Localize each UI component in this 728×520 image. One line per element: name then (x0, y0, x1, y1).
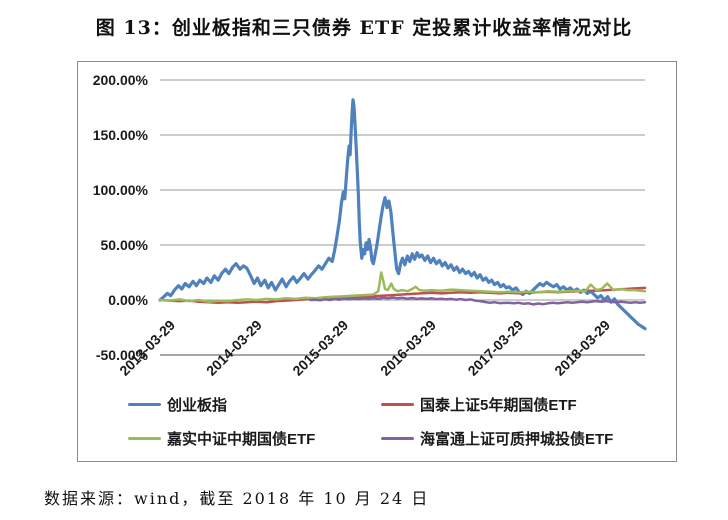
legend-label: 创业板指 (167, 397, 228, 414)
legend-item-jiashi-treasury-etf: 嘉实中证中期国债ETF (128, 428, 315, 449)
x-axis-tick-label: 2014-03-29 (203, 317, 265, 379)
series-line-3 (309, 296, 647, 306)
y-axis-tick-label: 100.00% (93, 182, 149, 198)
legend-item-chinext-index: 创业板指 (128, 394, 227, 415)
legend-item-haifutong-bond-etf: 海富通上证可质押城投债ETF (381, 428, 613, 449)
y-axis-tick-label: -50.00% (96, 347, 149, 363)
data-source-note: 数据来源：wind，截至 2018 年 10 月 24 日 (44, 489, 430, 508)
legend-line-swatch-purple (381, 436, 414, 441)
y-axis-tick-label: 200.00% (93, 72, 149, 88)
line-chart: 200.00% 150.00% 100.00% 50.00% 0.00% -50.00% 2… (93, 72, 647, 379)
series-line-2 (158, 271, 647, 303)
legend-label: 国泰上证5年期国债ETF (420, 397, 577, 414)
x-axis-tick-label: 2015-03-29 (289, 317, 351, 379)
y-axis-tick-label: 150.00% (93, 127, 149, 143)
legend-line-swatch-red (381, 402, 414, 407)
legend-line-swatch-green (128, 436, 161, 441)
series-line-0 (158, 98, 647, 331)
x-axis-tick-label: 2017-03-29 (464, 317, 526, 379)
legend-label: 海富通上证可质押城投债ETF (420, 431, 614, 448)
legend-item-guotai-treasury-etf: 国泰上证5年期国债ETF (381, 394, 577, 415)
figure-title: 图 13：创业板指和三只债券 ETF 定投累计收益率情况对比 (95, 17, 633, 39)
y-axis-tick-label: 0.00% (108, 292, 148, 308)
x-axis-tick-label: 2018-03-29 (551, 317, 613, 379)
chart-frame: 200.00% 150.00% 100.00% 50.00% 0.00% -50.00% 2… (77, 61, 677, 462)
legend-line-swatch-blue (128, 402, 161, 407)
y-axis-tick-label: 50.00% (101, 237, 149, 253)
x-axis-tick-label: 2016-03-29 (377, 317, 439, 379)
legend-label: 嘉实中证中期国债ETF (167, 431, 316, 448)
